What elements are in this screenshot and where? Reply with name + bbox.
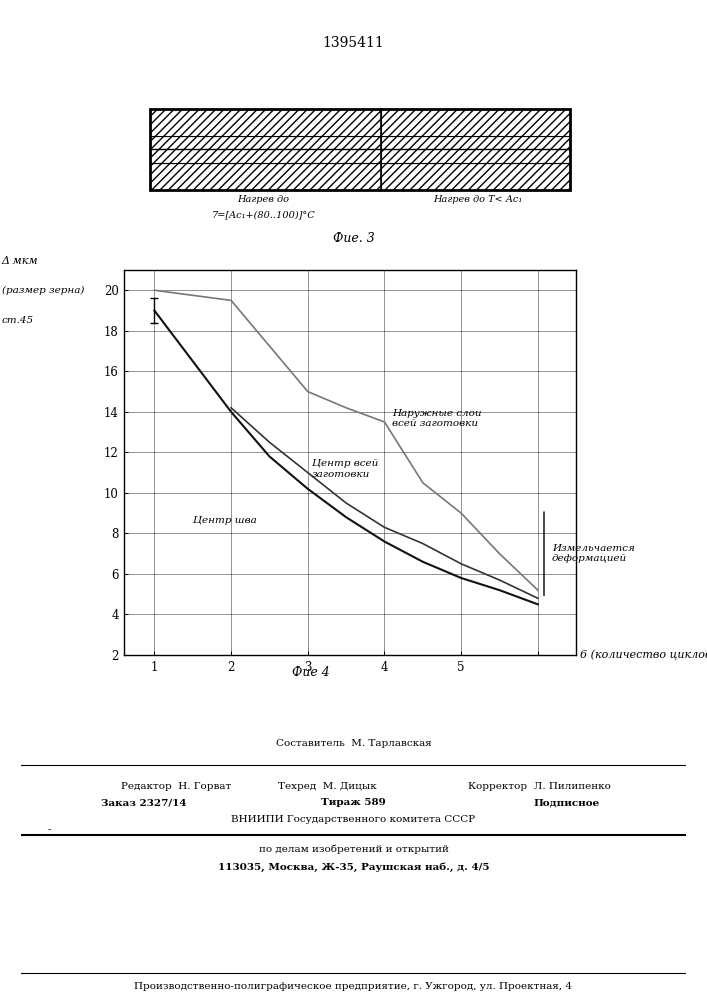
Text: Заказ 2327/14: Заказ 2327/14 (101, 798, 187, 807)
Text: Нагрев до T< Ac₁: Нагрев до T< Ac₁ (433, 195, 522, 204)
Text: Центр шва: Центр шва (193, 516, 257, 525)
Text: (размер зерна): (размер зерна) (1, 285, 84, 295)
Text: Наружные слои
всей заготовки: Наружные слои всей заготовки (392, 409, 481, 428)
Bar (150, 109, 381, 136)
Bar (150, 109, 570, 190)
Text: 113035, Москва, Ж-35, Раушская наб., д. 4/5: 113035, Москва, Ж-35, Раушская наб., д. … (218, 863, 489, 872)
Text: Подписное: Подписное (533, 798, 600, 807)
Text: Измельчается
деформацией: Измельчается деформацией (551, 544, 635, 563)
Text: 1395411: 1395411 (322, 36, 385, 50)
Bar (381, 136, 570, 163)
Text: Фие. 3: Фие. 3 (332, 232, 375, 245)
Text: ВНИИПИ Государственного комитета СССР: ВНИИПИ Государственного комитета СССР (231, 815, 476, 824)
Text: Корректор  Л. Пилипенко: Корректор Л. Пилипенко (468, 782, 611, 791)
Text: Редактор  Н. Горват: Редактор Н. Горват (121, 782, 231, 791)
Text: по делам изобретений и открытий: по делам изобретений и открытий (259, 844, 448, 854)
Text: Составитель  М. Тарлавская: Составитель М. Тарлавская (276, 739, 431, 748)
Bar (381, 163, 570, 190)
Text: Фие 4: Фие 4 (292, 666, 330, 679)
Text: 7=[Ac₁+(80..100)]°C: 7=[Ac₁+(80..100)]°C (211, 210, 315, 219)
Text: 6 (количество циклов): 6 (количество циклов) (580, 650, 707, 660)
Text: -: - (48, 825, 52, 834)
Bar (150, 136, 381, 163)
Text: Тираж 589: Тираж 589 (321, 798, 386, 807)
Text: ст.45: ст.45 (1, 316, 34, 325)
Text: Центр всей
заготовки: Центр всей заготовки (312, 459, 378, 479)
Text: Производственно-полиграфическое предприятие, г. Ужгород, ул. Проектная, 4: Производственно-полиграфическое предприя… (134, 982, 573, 991)
Text: Техред  М. Дицык: Техред М. Дицык (278, 782, 376, 791)
Bar (381, 109, 570, 136)
Text: Δ мкм: Δ мкм (1, 256, 38, 266)
Text: Нагрев до: Нагрев до (238, 195, 289, 204)
Bar (150, 163, 381, 190)
